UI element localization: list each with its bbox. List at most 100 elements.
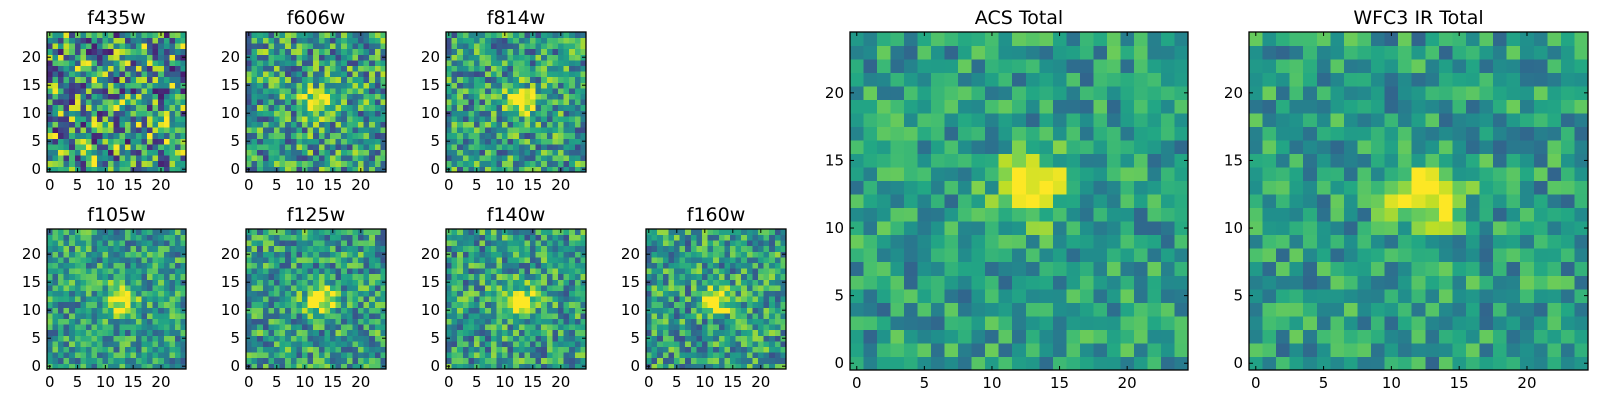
heatmap-cell — [285, 307, 292, 314]
heatmap-cell — [352, 121, 359, 128]
heatmap-cell — [679, 245, 686, 252]
heatmap-cell — [108, 93, 115, 100]
heatmap-cell — [1174, 207, 1189, 222]
heatmap-cell — [74, 65, 81, 72]
heatmap-cell — [518, 245, 525, 252]
heatmap-cell — [268, 82, 275, 89]
heatmap-cell — [552, 313, 559, 319]
heatmap-cell — [518, 110, 525, 117]
heatmap-cell — [502, 138, 508, 145]
heatmap-cell — [685, 245, 692, 252]
heatmap-cell — [374, 155, 381, 162]
heatmap-cell — [63, 335, 70, 342]
heatmap-cell — [97, 346, 103, 353]
x-tick-label: 0 — [644, 373, 654, 391]
heatmap-cell — [324, 60, 331, 66]
heatmap-cell — [707, 341, 714, 347]
heatmap-cell — [518, 329, 525, 336]
heatmap-cell — [752, 313, 759, 319]
heatmap-cell — [91, 132, 98, 139]
heatmap-cell — [158, 121, 165, 128]
heatmap-cell — [119, 144, 126, 150]
heatmap-cell — [774, 357, 781, 364]
heatmap-cell — [169, 160, 176, 167]
heatmap-cell — [274, 262, 280, 269]
heatmap-cell — [563, 240, 570, 247]
heatmap-cell — [169, 99, 176, 106]
heatmap-cell — [457, 329, 464, 336]
heatmap-cell — [971, 261, 986, 276]
x-tick-label: 20 — [351, 176, 370, 194]
heatmap-cell — [279, 132, 286, 139]
heatmap-cell — [541, 138, 548, 145]
heatmap-cell — [268, 346, 275, 353]
heatmap-cell — [580, 48, 587, 55]
heatmap-cell — [268, 48, 275, 55]
heatmap-cell — [296, 54, 303, 61]
heatmap-cell — [707, 363, 714, 370]
heatmap-cell — [574, 160, 581, 167]
heatmap-cell — [1147, 342, 1162, 357]
heatmap-cell — [108, 88, 115, 94]
heatmap-cell — [74, 234, 81, 241]
heatmap-cell — [513, 262, 520, 269]
heatmap-cell — [296, 99, 303, 106]
heatmap-cell — [290, 160, 297, 167]
heatmap-cell — [296, 166, 303, 173]
heatmap-cell — [474, 318, 480, 325]
heatmap-cell — [124, 32, 131, 38]
heatmap-cell — [318, 48, 325, 55]
heatmap-cell — [462, 99, 469, 106]
heatmap-cell — [268, 234, 275, 241]
heatmap-cell — [374, 262, 381, 269]
heatmap-cell — [490, 144, 497, 150]
heatmap-cell — [80, 132, 87, 139]
heatmap-cell — [451, 352, 458, 359]
heatmap-cell — [696, 229, 703, 235]
heatmap-cell — [541, 245, 548, 252]
heatmap-cell — [696, 335, 703, 342]
heatmap-cell — [931, 356, 946, 371]
heatmap-cell — [262, 43, 269, 50]
heatmap-cell — [446, 329, 452, 336]
heatmap-cell — [358, 160, 364, 167]
heatmap-cell — [496, 262, 503, 269]
heatmap-cell — [462, 324, 469, 331]
heatmap-cell — [1120, 288, 1135, 303]
heatmap-cell — [580, 313, 587, 319]
heatmap-cell — [91, 324, 98, 331]
heatmap-cell — [262, 290, 269, 297]
heatmap-cell — [769, 346, 776, 353]
heatmap-cell — [474, 76, 480, 83]
heatmap-cell — [877, 275, 891, 290]
heatmap-cell — [674, 346, 680, 353]
heatmap-cell — [47, 257, 53, 263]
heatmap-cell — [358, 48, 364, 55]
heatmap-cell — [346, 88, 353, 94]
heatmap-cell — [574, 149, 581, 156]
heatmap-cell — [257, 346, 264, 353]
heatmap-cell — [296, 335, 303, 342]
heatmap-cell — [74, 262, 81, 269]
heatmap-cell — [690, 363, 697, 370]
heatmap-cell — [152, 54, 159, 61]
heatmap-cell — [318, 71, 325, 78]
heatmap-cell — [91, 104, 98, 111]
heatmap-cell — [468, 48, 475, 55]
heatmap-cell — [690, 324, 697, 331]
heatmap-cell — [52, 346, 59, 353]
heatmap-cell — [163, 251, 170, 258]
heatmap-cell — [890, 153, 905, 168]
y-tick-label: 20 — [621, 245, 640, 263]
heatmap-cell — [502, 307, 508, 314]
heatmap-cell — [890, 329, 905, 344]
heatmap-cell — [47, 352, 53, 359]
heatmap-cell — [369, 357, 376, 364]
heatmap-cell — [363, 155, 370, 162]
heatmap-cell — [119, 37, 126, 44]
heatmap-cell — [574, 60, 581, 66]
heatmap-cell — [580, 296, 587, 303]
heatmap-cell — [451, 341, 458, 347]
heatmap-cell — [318, 307, 325, 314]
heatmap-cell — [268, 37, 275, 44]
